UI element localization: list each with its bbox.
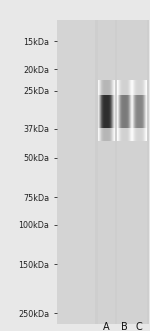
Text: C: C [136, 322, 143, 331]
Bar [98, 20, 115, 328]
Text: B: B [121, 322, 128, 331]
Bar [117, 20, 132, 328]
Text: A: A [103, 322, 110, 331]
Bar [95, 20, 148, 328]
Bar [132, 20, 147, 328]
